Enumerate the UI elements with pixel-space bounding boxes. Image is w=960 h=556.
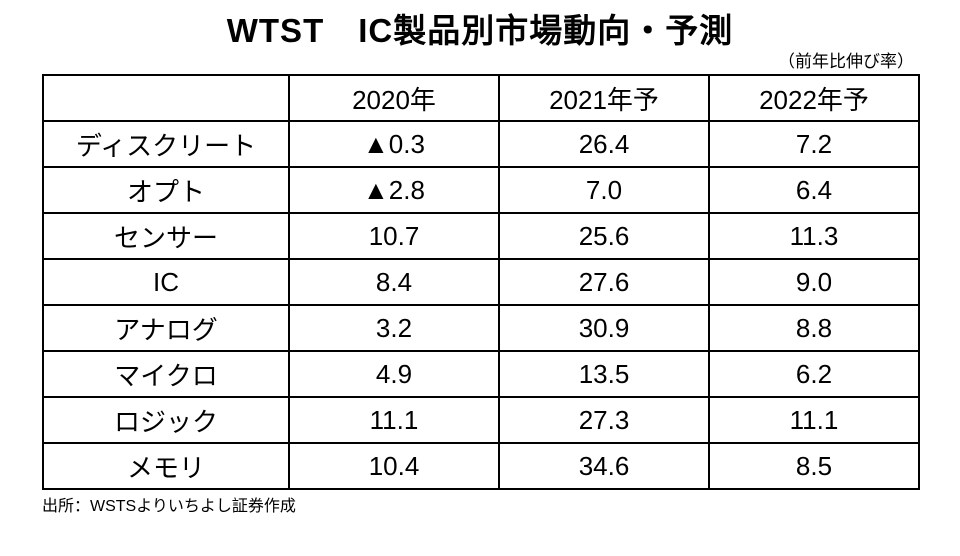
value-cell: 6.4 — [708, 166, 920, 214]
row-label: ディスクリート — [42, 120, 290, 168]
row-label: IC — [42, 258, 290, 306]
value-cell: 27.6 — [498, 258, 710, 306]
value-cell: 27.3 — [498, 396, 710, 444]
market-forecast-table: 2020年 2021年予 2022年予 ディスクリート ▲0.3 26.4 7.2 オプト ▲… — [42, 74, 920, 490]
value-cell: 8.5 — [708, 442, 920, 490]
source-note: 出所：WSTSよりいちよし証券作成 — [42, 498, 296, 515]
table-header-row: 2020年 2021年予 2022年予 — [42, 74, 920, 122]
table-row: マイクロ 4.9 13.5 6.2 — [42, 350, 920, 398]
page-title: WTST IC製品別市場動向・予測 — [226, 12, 734, 49]
value-cell: 34.6 — [498, 442, 710, 490]
table-row: メモリ 10.4 34.6 8.5 — [42, 442, 920, 490]
row-label: マイクロ — [42, 350, 290, 398]
table-body: ディスクリート ▲0.3 26.4 7.2 オプト ▲2.8 7.0 6.4 センサー 10.7 2… — [42, 120, 920, 490]
table-row: センサー 10.7 25.6 11.3 — [42, 212, 920, 260]
table-row: IC 8.4 27.6 9.0 — [42, 258, 920, 306]
value-cell: 4.9 — [288, 350, 500, 398]
value-cell: 8.8 — [708, 304, 920, 352]
value-cell: 11.1 — [708, 396, 920, 444]
figure-container: WTST IC製品別市場動向・予測 （前年比伸び率） 2020年 2021年予 20… — [42, 10, 920, 517]
value-cell: 10.7 — [288, 212, 500, 260]
value-cell: 26.4 — [498, 120, 710, 168]
table-row: アナログ 3.2 30.9 8.8 — [42, 304, 920, 352]
corner-cell — [42, 74, 290, 122]
value-cell: 10.4 — [288, 442, 500, 490]
value-cell: 8.4 — [288, 258, 500, 306]
value-cell: 13.5 — [498, 350, 710, 398]
value-cell: ▲0.3 — [288, 120, 500, 168]
value-cell: 3.2 — [288, 304, 500, 352]
table-head: 2020年 2021年予 2022年予 — [42, 74, 920, 122]
row-label: アナログ — [42, 304, 290, 352]
row-label: センサー — [42, 212, 290, 260]
row-label: メモリ — [42, 442, 290, 490]
value-cell: 11.3 — [708, 212, 920, 260]
column-header: 2020年 — [288, 74, 500, 122]
column-header: 2021年予 — [498, 74, 710, 122]
table-row: ロジック 11.1 27.3 11.1 — [42, 396, 920, 444]
value-cell: 6.2 — [708, 350, 920, 398]
value-cell: 30.9 — [498, 304, 710, 352]
value-cell: ▲2.8 — [288, 166, 500, 214]
value-cell: 9.0 — [708, 258, 920, 306]
value-cell: 7.0 — [498, 166, 710, 214]
column-header: 2022年予 — [708, 74, 920, 122]
value-cell: 11.1 — [288, 396, 500, 444]
value-cell: 25.6 — [498, 212, 710, 260]
unit-note: （前年比伸び率） — [778, 52, 914, 71]
table-row: ディスクリート ▲0.3 26.4 7.2 — [42, 120, 920, 168]
value-cell: 7.2 — [708, 120, 920, 168]
table-row: オプト ▲2.8 7.0 6.4 — [42, 166, 920, 214]
row-label: ロジック — [42, 396, 290, 444]
row-label: オプト — [42, 166, 290, 214]
